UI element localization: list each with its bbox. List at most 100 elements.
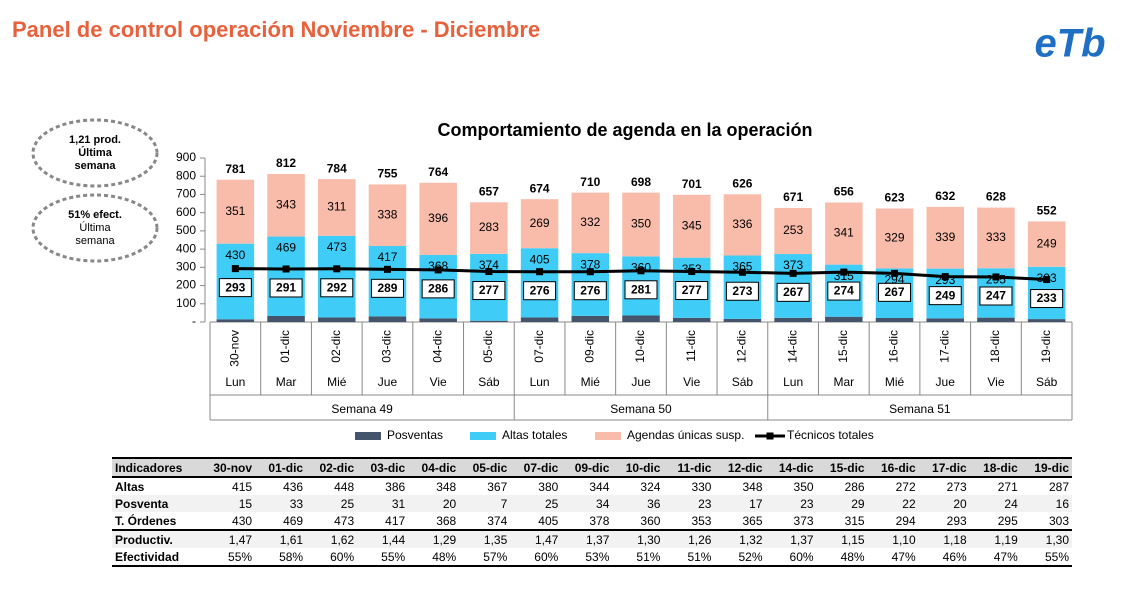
segment-label: 417: [377, 250, 397, 264]
x-tick-label: 05-dic: [481, 330, 495, 363]
table-cell: 48%: [408, 548, 460, 567]
total-label: 552: [1037, 204, 1057, 218]
bar-segment: [723, 194, 762, 256]
segment-label: 283: [479, 220, 499, 234]
label-box: [979, 286, 1013, 306]
table-cell: 1,35: [459, 529, 511, 548]
day-label: Vie: [430, 375, 447, 389]
bar-segment: [875, 208, 914, 269]
table-cell: 1,29: [408, 529, 460, 548]
segment-label: 269: [530, 216, 550, 230]
segment-label: 405: [530, 252, 550, 266]
segment-label: 336: [732, 217, 752, 231]
y-tick-label: 200: [176, 278, 196, 292]
legend-label: Altas totales: [502, 428, 567, 442]
badge: [31, 193, 159, 263]
line-label: 267: [885, 285, 905, 299]
table-cell: 48%: [816, 548, 868, 567]
week-label: Semana 50: [610, 402, 672, 416]
bar-segment: [267, 236, 305, 316]
legend-label: Técnicos totales: [787, 428, 874, 442]
table-cell: 469: [283, 513, 304, 528]
bar-segment: [368, 184, 407, 247]
x-tick-label: 30-nov: [228, 330, 242, 367]
table-cell: 57%: [459, 548, 511, 567]
table-cell: 55%: [204, 548, 256, 567]
table-cell: 25: [306, 495, 358, 512]
label-box: [370, 278, 404, 298]
line-marker: [434, 266, 442, 274]
table-cell: 30-nov: [204, 457, 256, 478]
label-box: [827, 281, 861, 301]
table-cell: 1,30: [1020, 529, 1072, 548]
x-tick-label: 11-dic: [684, 330, 698, 362]
table-cell: 1,37: [765, 529, 817, 548]
table-cell: 03-dic: [357, 457, 409, 478]
day-label: Sáb: [732, 375, 754, 389]
label-box: [776, 282, 810, 302]
line-marker: [231, 265, 239, 273]
segment-label: 253: [783, 223, 803, 237]
day-label: Vie: [987, 375, 1004, 389]
table-cell: 04-dic: [408, 457, 460, 478]
total-label: 812: [276, 156, 296, 170]
line-marker: [383, 265, 391, 273]
bar-segment: [825, 202, 863, 265]
table-cell: 1,47: [510, 529, 562, 548]
segment-label: 338: [377, 207, 397, 221]
table-cell: 16: [1020, 495, 1072, 512]
y-tick-label: 900: [176, 150, 196, 164]
total-label: 710: [580, 175, 600, 189]
table-cell: Efectividad: [112, 548, 204, 567]
segment-label: 333: [986, 230, 1006, 244]
label-box: [878, 282, 912, 302]
table-cell: 294: [895, 513, 916, 528]
y-tick-label: 300: [176, 260, 196, 274]
x-tick-label: 09-dic: [582, 330, 596, 363]
table-cell: 1,37: [561, 529, 613, 548]
line-marker: [840, 268, 848, 276]
badge: [31, 118, 159, 188]
segment-label: 341: [834, 226, 854, 240]
bar-segment: [419, 318, 457, 322]
segment-label: 311: [327, 200, 346, 214]
segment-label: 373: [783, 258, 803, 272]
y-tick-label: -: [192, 314, 196, 328]
day-label: Jue: [936, 375, 956, 389]
table-cell: 58%: [255, 548, 307, 567]
table-cell: 295: [997, 513, 1018, 528]
table-cell: 1,26: [663, 529, 715, 548]
table-cell: 51%: [612, 548, 664, 567]
table-cell: 20: [918, 495, 970, 512]
line-label: 293: [225, 280, 245, 294]
segment-label: 374: [479, 258, 499, 272]
bar-segment: [672, 194, 711, 258]
table-cell: 1,61: [255, 529, 307, 548]
x-tick-label: 01-dic: [278, 330, 292, 363]
line-label: 276: [530, 283, 550, 297]
label-box: [1030, 289, 1064, 309]
line-label: 274: [834, 284, 854, 298]
total-label: 701: [682, 177, 702, 191]
table-cell: 17-dic: [918, 457, 970, 478]
table-cell: 14-dic: [765, 457, 817, 478]
table-row: Efectividad 55% 58% 60% 55% 48% 57% 60% 53% 51% 51…: [112, 548, 1072, 567]
day-label: Lun: [530, 375, 550, 389]
bar-segment: [875, 317, 914, 322]
table-cell: 25: [510, 495, 562, 512]
table-cell: 47%: [867, 548, 919, 567]
table-cell: 16-dic: [867, 457, 919, 478]
table-cell: 46%: [918, 548, 970, 567]
bar-segment: [825, 316, 863, 322]
table-cell: 18-dic: [969, 457, 1021, 478]
table-cell: 1,62: [306, 529, 358, 548]
total-label: 671: [783, 190, 803, 204]
table-cell: 24: [969, 495, 1021, 512]
table-cell: 02-dic: [306, 457, 358, 478]
legend-label: Agendas únicas susp.: [627, 428, 744, 442]
table-cell: 36: [612, 495, 664, 512]
table-cell: 330: [691, 479, 712, 494]
x-tick-label: 17-dic: [937, 330, 951, 363]
table-cell: 33: [255, 495, 307, 512]
x-tick-label: 16-dic: [887, 330, 901, 363]
